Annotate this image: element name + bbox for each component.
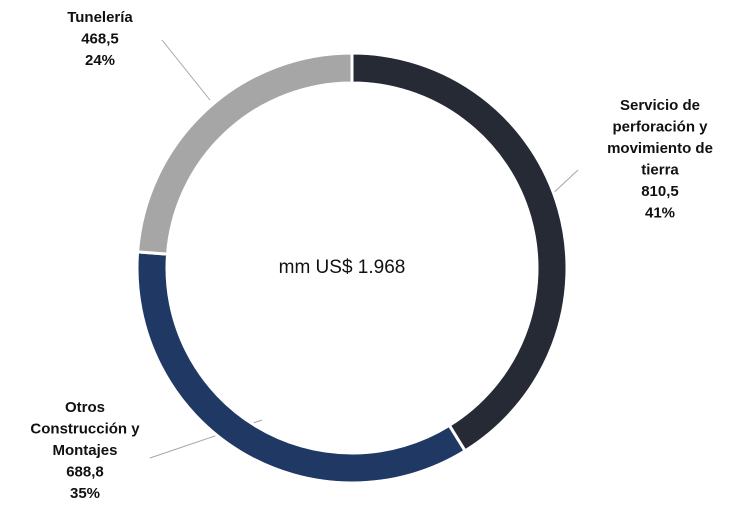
- donut-segment: [350, 51, 569, 453]
- category-label: tierra: [641, 161, 679, 178]
- category-label: Montajes: [52, 442, 117, 459]
- percentage-label: 24%: [85, 52, 115, 69]
- donut-segment: [135, 51, 354, 256]
- value-label: 688,8: [66, 463, 104, 480]
- category-label: perforación y: [612, 118, 708, 135]
- category-label: Otros: [65, 399, 105, 416]
- donut-segment: [135, 250, 468, 485]
- category-label: Construcción y: [30, 420, 140, 437]
- category-label: Tunelería: [67, 9, 133, 26]
- value-label: 468,5: [81, 30, 119, 47]
- category-label: movimiento de: [607, 140, 713, 157]
- leader-line: [161, 39, 211, 101]
- center-label: mm US$ 1.968: [279, 257, 406, 278]
- value-label: 810,5: [641, 183, 679, 200]
- percentage-label: 41%: [645, 204, 675, 221]
- percentage-label: 35%: [70, 485, 100, 502]
- category-label: Servicio de: [620, 97, 700, 114]
